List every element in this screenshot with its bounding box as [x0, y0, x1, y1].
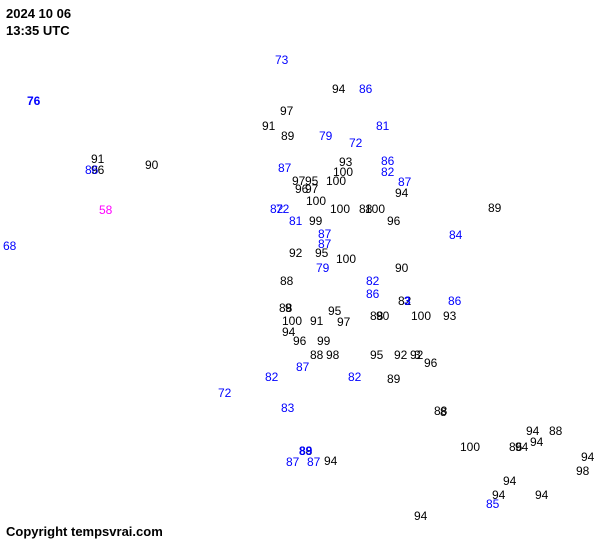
data-point: 96: [424, 357, 437, 369]
data-point: 82: [265, 371, 278, 383]
data-point: 72: [276, 203, 289, 215]
data-point: 100: [411, 310, 431, 322]
data-point: 72: [349, 137, 362, 149]
data-point: 3: [404, 295, 411, 307]
data-point: 85: [486, 498, 499, 510]
data-point: 86: [85, 164, 98, 176]
data-point: 100: [330, 203, 350, 215]
data-point: 87: [296, 361, 309, 373]
data-point: 100: [365, 203, 385, 215]
footer-copyright: Copyright tempsvrai.com: [6, 524, 163, 539]
data-point: 89: [281, 130, 294, 142]
data-point: 94: [530, 436, 543, 448]
data-point: 88: [310, 349, 323, 361]
data-point: 9: [285, 302, 292, 314]
data-point: 87: [278, 162, 291, 174]
data-point: 86: [366, 288, 379, 300]
data-point: 90: [145, 159, 158, 171]
data-point: 94: [324, 455, 337, 467]
data-point: 97: [280, 105, 293, 117]
data-point: 99: [309, 215, 322, 227]
data-point: 88: [280, 275, 293, 287]
data-point: 86: [359, 83, 372, 95]
data-point: 84: [449, 229, 462, 241]
data-point: 82: [348, 371, 361, 383]
data-point: 92: [394, 349, 407, 361]
data-point: 87: [307, 456, 320, 468]
data-point: 100: [336, 253, 356, 265]
data-point: 89: [488, 202, 501, 214]
data-point: 98: [326, 349, 339, 361]
data-point: 81: [289, 215, 302, 227]
data-point: 96: [293, 335, 306, 347]
data-point: 96: [387, 215, 400, 227]
header-date: 2024 10 06: [6, 6, 71, 23]
data-point: 82: [366, 275, 379, 287]
data-point: 90: [376, 310, 389, 322]
data-point: 68: [3, 240, 16, 252]
data-point: 72: [218, 387, 231, 399]
data-point: 100: [326, 175, 346, 187]
data-point: 79: [316, 262, 329, 274]
data-point: 94: [414, 510, 427, 522]
data-point: 87: [286, 456, 299, 468]
data-point: 58: [99, 204, 112, 216]
data-point: 76: [27, 95, 40, 107]
data-point: 94: [515, 441, 528, 453]
data-point: 86: [448, 295, 461, 307]
data-point: 3: [414, 349, 421, 361]
data-point: 94: [581, 451, 594, 463]
data-point: 88: [549, 425, 562, 437]
data-point: 94: [535, 489, 548, 501]
data-point: 82: [381, 166, 394, 178]
data-point: 73: [275, 54, 288, 66]
header-time: 13:35 UTC: [6, 23, 71, 40]
data-point: 95: [315, 247, 328, 259]
data-point: 98: [576, 465, 589, 477]
data-point: 81: [376, 120, 389, 132]
data-point: 97: [337, 316, 350, 328]
header: 2024 10 06 13:35 UTC: [6, 6, 71, 40]
data-point: 95: [370, 349, 383, 361]
data-point: 79: [319, 130, 332, 142]
data-point: 83: [281, 402, 294, 414]
data-point: 90: [395, 262, 408, 274]
data-point: 8: [440, 406, 447, 418]
data-point: 94: [332, 83, 345, 95]
data-point: 89: [387, 373, 400, 385]
data-point: 100: [460, 441, 480, 453]
data-point: 91: [310, 315, 323, 327]
data-point: 99: [317, 335, 330, 347]
data-point: 91: [262, 120, 275, 132]
data-point: 92: [289, 247, 302, 259]
data-point: 94: [395, 187, 408, 199]
data-point: 100: [306, 195, 326, 207]
data-point: 94: [503, 475, 516, 487]
data-point: 93: [443, 310, 456, 322]
